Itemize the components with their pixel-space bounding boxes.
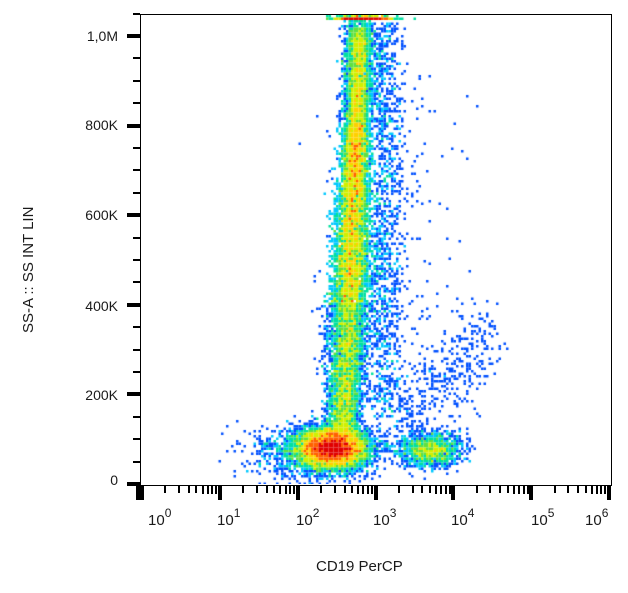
- x-minor-tick: [435, 486, 438, 494]
- y-minor-tick: [133, 147, 140, 149]
- y-minor-tick: [133, 102, 140, 105]
- x-minor-tick: [397, 486, 400, 493]
- x-minor-tick: [440, 486, 443, 494]
- y-major-tick: [127, 213, 140, 218]
- x-minor-tick: [164, 486, 167, 493]
- x-minor-tick: [370, 486, 373, 494]
- x-tick-label-10e4: 104: [451, 506, 475, 529]
- x-minor-tick: [284, 486, 287, 494]
- x-minor-tick: [178, 486, 181, 493]
- x-minor-tick: [584, 486, 587, 493]
- x-minor-tick: [333, 486, 336, 493]
- x-tick-label-10e6: 106: [585, 506, 609, 529]
- x-tick-label-10e1: 101: [217, 506, 241, 529]
- x-major-tick: [295, 486, 300, 500]
- axis-origin-tick: [136, 486, 140, 500]
- x-minor-tick: [343, 486, 346, 493]
- y-major-tick: [127, 34, 140, 38]
- y-minor-tick: [133, 191, 140, 194]
- y-tick-label-600k: 600K: [85, 207, 118, 223]
- x-major-tick: [529, 486, 534, 500]
- x-minor-tick: [448, 486, 451, 494]
- x-minor-tick: [595, 486, 598, 494]
- x-minor-tick: [211, 486, 214, 494]
- x-minor-tick: [526, 486, 529, 494]
- x-minor-tick: [187, 486, 190, 493]
- x-major-tick: [451, 486, 456, 500]
- x-major-tick: [217, 486, 222, 500]
- x-tick-label-10e2: 102: [296, 506, 320, 529]
- x-minor-tick: [590, 486, 593, 494]
- x-minor-tick: [411, 486, 414, 493]
- x-minor-tick: [428, 486, 431, 493]
- y-minor-tick: [133, 236, 140, 239]
- density-scatter: [141, 15, 610, 484]
- x-minor-tick: [421, 486, 424, 493]
- y-tick-label-200k: 200K: [85, 387, 118, 403]
- y-minor-tick: [133, 348, 140, 351]
- x-minor-tick: [567, 486, 570, 493]
- x-major-tick: [140, 486, 144, 500]
- x-minor-tick: [201, 486, 204, 494]
- x-major-tick: [373, 486, 378, 500]
- y-minor-tick: [133, 415, 140, 418]
- x-minor-tick: [242, 486, 245, 493]
- x-tick-label-10e5: 105: [531, 506, 555, 529]
- y-axis-title: SS-A :: SS INT LIN: [20, 206, 37, 333]
- x-minor-tick: [604, 486, 607, 494]
- x-minor-tick: [320, 486, 323, 493]
- y-minor-tick: [133, 79, 140, 82]
- x-minor-tick: [518, 486, 521, 494]
- x-minor-tick: [444, 486, 447, 494]
- y-minor-tick: [133, 169, 140, 172]
- x-minor-tick: [512, 486, 515, 494]
- x-minor-tick: [522, 486, 525, 494]
- x-minor-tick: [215, 486, 218, 494]
- x-minor-tick: [265, 486, 268, 493]
- x-minor-tick: [362, 486, 365, 494]
- x-minor-tick: [506, 486, 509, 493]
- y-major-tick: [127, 392, 140, 397]
- y-tick-label-800k: 800K: [85, 117, 118, 133]
- y-minor-tick: [133, 326, 140, 329]
- x-minor-tick: [351, 486, 354, 493]
- y-minor-tick: [133, 259, 140, 261]
- x-minor-tick: [366, 486, 369, 494]
- x-minor-tick: [489, 486, 492, 493]
- x-minor-tick: [357, 486, 360, 494]
- x-minor-tick: [499, 486, 502, 493]
- x-minor-tick: [206, 486, 209, 494]
- y-minor-tick: [133, 57, 140, 60]
- x-axis-title: CD19 PerCP: [316, 558, 403, 575]
- y-minor-tick: [133, 371, 140, 373]
- x-tick-label-10e0: 100: [148, 506, 172, 529]
- y-major-tick: [127, 123, 140, 128]
- x-minor-tick: [255, 486, 258, 493]
- x-minor-tick: [195, 486, 198, 493]
- plot-area: [140, 14, 612, 486]
- y-tick-label-1m: 1,0M: [86, 28, 118, 44]
- y-major-tick: [127, 302, 140, 307]
- y-tick-label-400k: 400K: [85, 298, 118, 314]
- y-minor-tick: [133, 281, 140, 284]
- x-tick-label-10e3: 103: [373, 506, 397, 529]
- y-tick-label-0: 0: [110, 472, 118, 488]
- x-major-tick: [607, 486, 611, 500]
- x-minor-tick: [273, 486, 276, 493]
- x-minor-tick: [553, 486, 556, 493]
- y-minor-tick: [133, 460, 140, 463]
- x-minor-tick: [289, 486, 292, 494]
- y-major-tick: [127, 482, 140, 486]
- x-minor-tick: [293, 486, 296, 494]
- x-minor-tick: [475, 486, 478, 493]
- y-minor-tick: [133, 12, 140, 15]
- x-minor-tick: [600, 486, 603, 494]
- x-minor-tick: [577, 486, 580, 493]
- x-minor-tick: [279, 486, 282, 494]
- y-minor-tick: [133, 438, 140, 441]
